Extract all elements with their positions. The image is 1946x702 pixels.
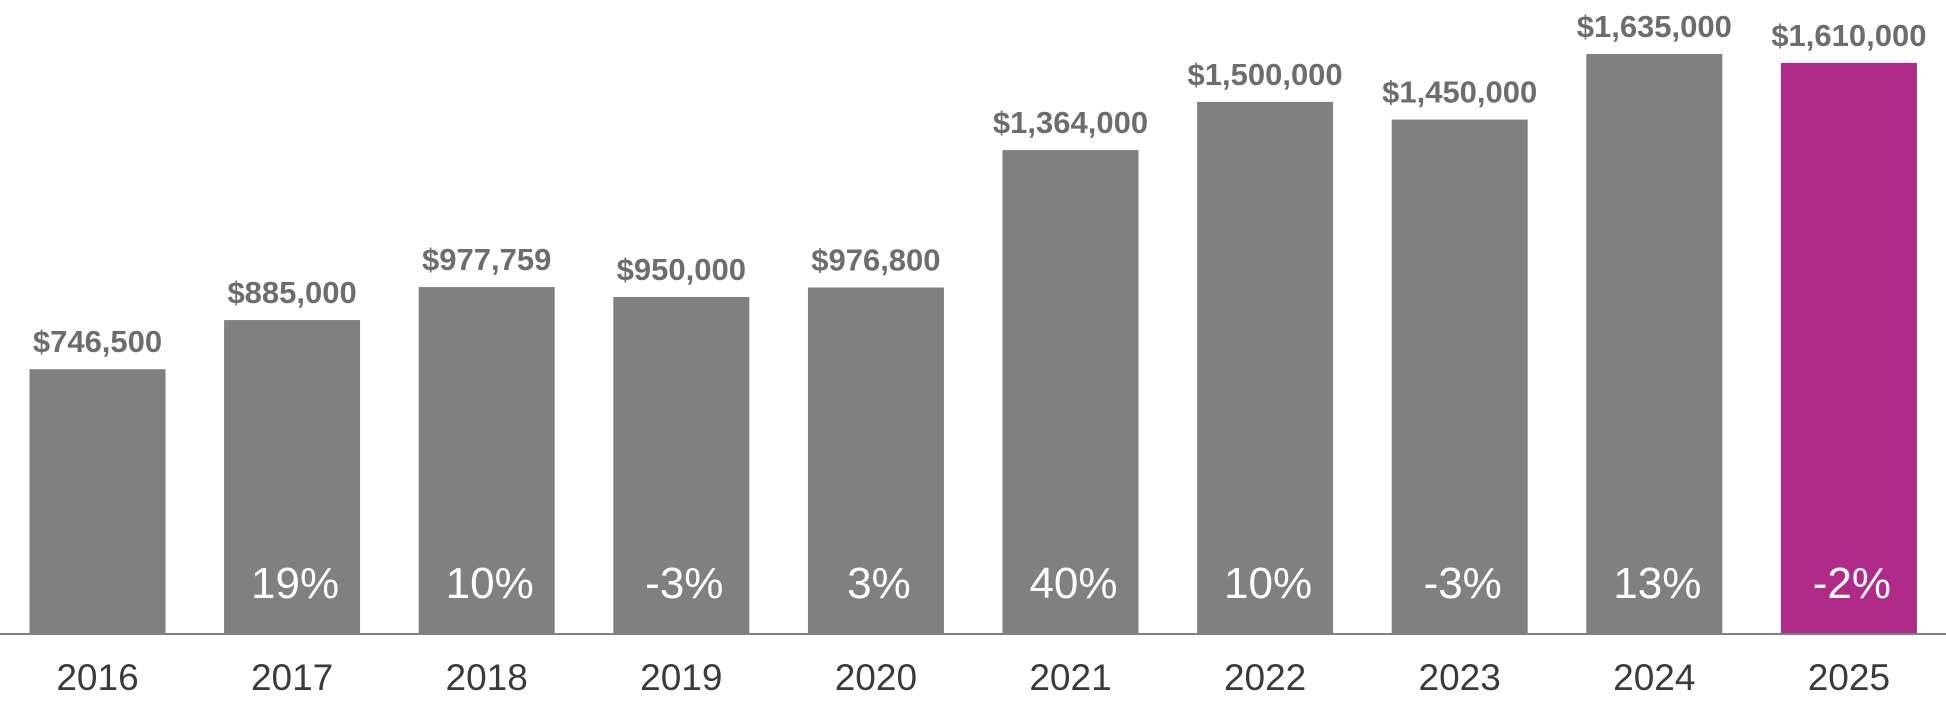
x-tick-2025: 2025	[1808, 657, 1890, 698]
value-label-2024: $1,635,000	[1577, 9, 1732, 44]
bar-2018	[418, 287, 555, 634]
bar-2022	[1197, 101, 1334, 634]
change-label-2020: 3%	[847, 559, 911, 608]
bar-2024	[1586, 54, 1723, 634]
bar-2021	[1002, 150, 1139, 634]
x-tick-2016: 2016	[56, 657, 138, 698]
x-tick-2022: 2022	[1224, 657, 1306, 698]
bar-2017	[224, 320, 361, 634]
value-label-2023: $1,450,000	[1382, 75, 1537, 110]
change-label-2024: 13%	[1613, 559, 1701, 608]
change-label-2023: -3%	[1424, 559, 1502, 608]
value-labels: $746,500 $885,000 $977,759 $950,000 $976,800…	[33, 9, 1927, 359]
bar-2016	[29, 369, 166, 634]
x-tick-2021: 2021	[1029, 657, 1111, 698]
change-label-2022: 10%	[1224, 559, 1312, 608]
value-label-2016: $746,500	[33, 324, 162, 359]
value-label-2022: $1,500,000	[1188, 57, 1343, 92]
value-label-2021: $1,364,000	[993, 105, 1148, 140]
value-label-2019: $950,000	[617, 252, 746, 287]
x-axis-tick-labels: 2016 2017 2018 2019 2020 2021 2022 2023 2024 2025	[56, 657, 1890, 698]
x-tick-2023: 2023	[1419, 657, 1501, 698]
bar-2020	[807, 287, 944, 634]
bars	[29, 54, 1917, 635]
x-tick-2019: 2019	[640, 657, 722, 698]
bar-2019	[613, 297, 750, 634]
x-tick-2018: 2018	[446, 657, 528, 698]
change-label-2019: -3%	[645, 559, 723, 608]
x-tick-2020: 2020	[835, 657, 917, 698]
change-label-2017: 19%	[251, 559, 339, 608]
change-label-2021: 40%	[1029, 559, 1117, 608]
value-label-2018: $977,759	[422, 242, 551, 277]
change-label-2025: -2%	[1813, 559, 1891, 608]
change-labels: 19% 10% -3% 3% 40% 10% -3% 13% -2%	[251, 559, 1891, 608]
x-tick-2017: 2017	[251, 657, 333, 698]
value-label-2025: $1,610,000	[1771, 18, 1926, 53]
bar-2025	[1780, 62, 1917, 634]
value-label-2017: $885,000	[227, 275, 356, 310]
value-label-2020: $976,800	[811, 243, 940, 278]
bar-2023	[1391, 119, 1528, 635]
x-tick-2024: 2024	[1613, 657, 1695, 698]
change-label-2018: 10%	[446, 559, 534, 608]
